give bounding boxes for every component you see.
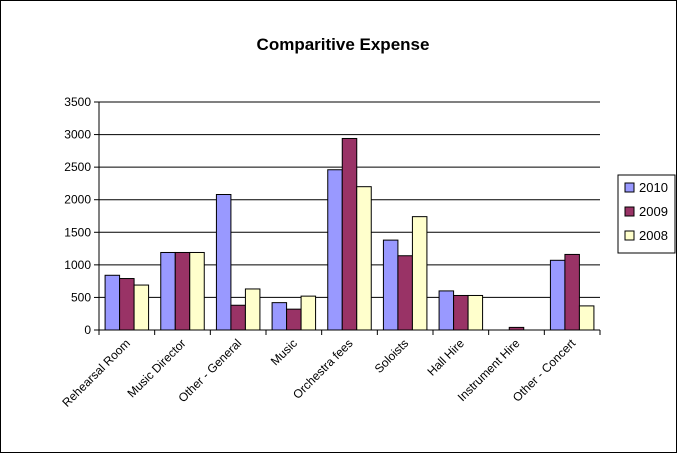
bar-2009: [453, 294, 469, 331]
bar-2008: [578, 305, 595, 331]
bar-2010: [438, 290, 455, 331]
legend-swatch-2008: [624, 230, 635, 241]
legend-label: 2010: [639, 180, 668, 195]
bar-2008: [189, 251, 205, 331]
bar-2010: [215, 194, 232, 331]
bar-2008: [467, 294, 484, 331]
bar-2009: [174, 251, 191, 331]
bar-2009: [564, 253, 580, 331]
bars: [104, 137, 595, 331]
y-tick-label: 3500: [64, 95, 91, 109]
y-tick-label: 1500: [64, 225, 91, 239]
legend-swatch-2010: [624, 182, 635, 193]
bar-2008: [133, 284, 150, 331]
legend-label: 2009: [639, 204, 668, 219]
bar-2010: [327, 169, 343, 331]
y-tick-label: 2000: [64, 193, 91, 207]
bar-2008: [411, 216, 428, 331]
bar-2009: [286, 308, 302, 331]
y-tick-label: 2500: [64, 160, 91, 174]
bar-2009: [341, 137, 358, 331]
y-tick-label: 0: [84, 323, 91, 337]
y-tick-label: 3000: [64, 128, 91, 142]
bar-2010: [271, 302, 288, 331]
bar-2008: [356, 186, 372, 331]
bar-2009: [230, 304, 246, 331]
bar-2009: [397, 255, 413, 331]
bar-2008: [244, 288, 261, 331]
legend-label: 2008: [639, 228, 668, 243]
bar-2008: [300, 295, 317, 331]
bar-2010: [160, 251, 176, 331]
legend-swatch-2009: [624, 206, 635, 217]
bar-2010: [549, 259, 566, 331]
bar-2010: [104, 274, 121, 331]
legend: 2010 2009 2008: [617, 174, 676, 254]
bar-2009: [119, 278, 135, 331]
bar-2010: [382, 239, 399, 331]
chart-title: Comparitive Expense: [257, 35, 430, 54]
y-axis: 0 500 1000 1500 2000 2500 3000 3500: [64, 95, 100, 337]
y-tick-label: 1000: [64, 258, 91, 272]
y-tick-label: 500: [71, 290, 91, 304]
